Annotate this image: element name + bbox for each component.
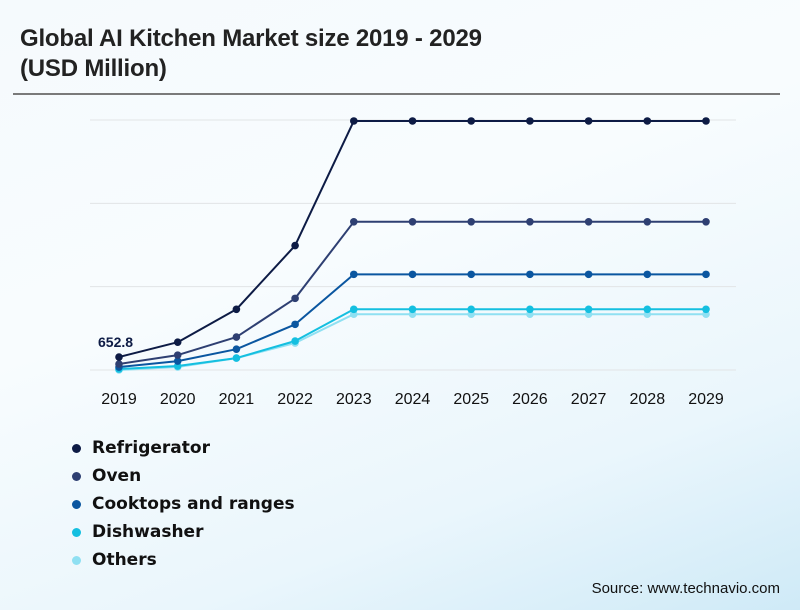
series-line-oven xyxy=(118,220,706,365)
x-tick-label: 2020 xyxy=(160,391,196,408)
data-point-refrigerator-2029 xyxy=(702,117,710,125)
legend-item-oven: Oven xyxy=(72,462,295,490)
legend-item-refrigerator: Refrigerator xyxy=(72,434,295,462)
title-divider xyxy=(13,93,780,95)
legend-label: Oven xyxy=(92,466,142,486)
data-point-dishwasher-2027 xyxy=(584,305,593,314)
data-point-cooktops-and-ranges-2023 xyxy=(350,270,358,279)
data-point-cooktops-and-ranges-2021 xyxy=(232,345,241,353)
x-tick-label: 2024 xyxy=(395,391,431,408)
data-point-cooktops-and-ranges-2022 xyxy=(291,320,299,329)
data-point-dishwasher-2028 xyxy=(643,305,652,314)
legend-item-dishwasher: Dishwasher xyxy=(72,518,295,546)
legend-marker-icon xyxy=(72,443,81,453)
x-tick-label: 2021 xyxy=(219,391,255,408)
data-point-cooktops-and-ranges-2020 xyxy=(173,357,182,365)
data-point-refrigerator-2020 xyxy=(173,338,182,347)
x-tick-label: 2019 xyxy=(101,391,137,408)
data-point-dishwasher-2023 xyxy=(350,305,358,314)
data-point-refrigerator-2022 xyxy=(291,241,299,250)
chart-title: Global AI Kitchen Market size 2019 - 202… xyxy=(20,24,482,84)
legend-item-cooktops-and-ranges: Cooktops and ranges xyxy=(72,490,295,518)
data-point-oven-2021 xyxy=(232,333,241,341)
annotations: 652.8 xyxy=(98,334,133,350)
legend-label: Cooktops and ranges xyxy=(92,494,295,514)
legend-label: Dishwasher xyxy=(92,522,204,542)
line-chart: 652.8 2019 2020 2021 2022 2023 2024 2025 2026 20… xyxy=(90,117,736,408)
series-line-dishwasher xyxy=(118,308,706,370)
data-point-oven-2023 xyxy=(350,217,358,226)
x-tick-label: 2026 xyxy=(512,391,548,408)
x-axis-ticks: 2019 2020 2021 2022 2023 2024 2025 2026 2027 2028… xyxy=(101,391,724,408)
data-point-oven-2026 xyxy=(526,217,534,226)
series-lines xyxy=(118,120,706,371)
data-point-refrigerator-2026 xyxy=(526,117,534,125)
legend-marker-icon xyxy=(72,555,81,565)
series-line-cooktops-and-ranges xyxy=(118,273,706,368)
data-point-oven-2022 xyxy=(291,294,299,303)
data-point-cooktops-and-ranges-2029 xyxy=(702,270,710,279)
chart-title-line-1: Global AI Kitchen Market size 2019 - 202… xyxy=(20,25,482,52)
x-tick-label: 2029 xyxy=(688,391,724,408)
data-point-refrigerator-2025 xyxy=(467,117,476,125)
x-tick-label: 2022 xyxy=(277,391,313,408)
series-line-refrigerator xyxy=(118,120,706,358)
x-tick-label: 2027 xyxy=(571,391,607,408)
chart-title-line-2: (USD Million) xyxy=(20,55,167,82)
data-point-refrigerator-2024 xyxy=(408,117,417,125)
data-point-cooktops-and-ranges-2027 xyxy=(584,270,593,279)
x-tick-label: 2025 xyxy=(453,391,489,408)
legend-label: Refrigerator xyxy=(92,438,210,458)
data-point-oven-2024 xyxy=(408,217,417,226)
data-point-oven-2020 xyxy=(173,351,182,359)
source-credit: Source: www.technavio.com xyxy=(591,580,780,597)
legend: Refrigerator Oven Cooktops and ranges Di… xyxy=(72,434,295,574)
data-point-dishwasher-2024 xyxy=(408,305,417,314)
data-point-refrigerator-2021 xyxy=(232,305,241,314)
data-point-cooktops-and-ranges-2028 xyxy=(643,270,652,279)
data-point-refrigerator-2023 xyxy=(350,117,358,125)
data-point-oven-2027 xyxy=(584,217,593,226)
data-point-oven-2025 xyxy=(467,217,476,226)
data-point-dishwasher-2025 xyxy=(467,305,476,314)
data-point-dishwasher-2022 xyxy=(291,337,299,345)
data-point-oven-2029 xyxy=(702,217,710,226)
data-point-cooktops-and-ranges-2024 xyxy=(408,270,417,279)
data-point-refrigerator-2028 xyxy=(643,117,652,125)
series-points xyxy=(115,117,710,374)
legend-marker-icon xyxy=(72,471,81,481)
data-point-dishwasher-2026 xyxy=(526,305,534,314)
x-tick-label: 2023 xyxy=(336,391,372,408)
data-label: 652.8 xyxy=(98,334,133,350)
legend-item-others: Others xyxy=(72,546,295,574)
data-point-refrigerator-2019 xyxy=(115,353,123,361)
gridlines xyxy=(90,119,736,371)
x-tick-label: 2028 xyxy=(630,391,666,408)
data-point-cooktops-and-ranges-2025 xyxy=(467,270,476,279)
legend-label: Others xyxy=(92,550,157,570)
data-point-cooktops-and-ranges-2026 xyxy=(526,270,534,279)
legend-marker-icon xyxy=(72,499,81,509)
data-point-oven-2019 xyxy=(115,360,123,368)
data-point-oven-2028 xyxy=(643,217,652,226)
data-point-dishwasher-2021 xyxy=(232,354,241,362)
data-point-refrigerator-2027 xyxy=(584,117,593,125)
data-point-dishwasher-2029 xyxy=(702,305,710,314)
legend-marker-icon xyxy=(72,527,81,537)
